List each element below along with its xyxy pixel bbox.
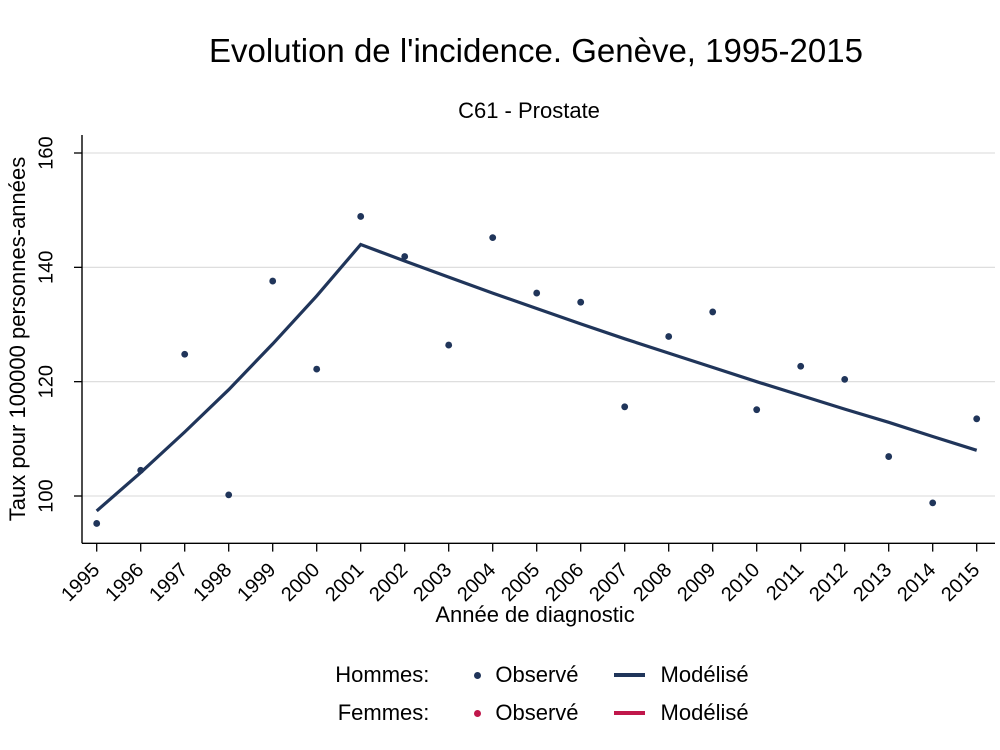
observed-point-2001 bbox=[357, 213, 365, 220]
observed-point-2000 bbox=[313, 365, 321, 373]
legend-row-femmes: Femmes: Observé Modélisé bbox=[317, 694, 749, 732]
x-tick-label-2010: 2010 bbox=[717, 559, 764, 606]
legend-label-femmes: Femmes: bbox=[337, 700, 430, 725]
legend: Hommes: Observé Modélisé Femmes: Observé… bbox=[66, 656, 1000, 732]
observed-point-1999 bbox=[269, 277, 277, 285]
observed-point-2006 bbox=[577, 298, 585, 306]
observed-point-2013 bbox=[885, 453, 893, 460]
y-tick-label-100: 100 bbox=[36, 479, 58, 512]
observed-point-2003 bbox=[445, 341, 453, 349]
x-tick-label-1995: 1995 bbox=[57, 559, 104, 606]
observed-point-1997 bbox=[181, 350, 189, 358]
observed-point-2009 bbox=[709, 308, 717, 316]
observed-point-2008 bbox=[665, 333, 673, 340]
x-tick-label-2015: 2015 bbox=[937, 559, 984, 606]
observed-point-2005 bbox=[533, 289, 541, 297]
legend-entry-hommes-model: Modélisé bbox=[660, 662, 749, 687]
observed-point-2014 bbox=[929, 499, 937, 507]
x-tick-label-2011: 2011 bbox=[762, 559, 808, 605]
legend-row-hommes: Hommes: Observé Modélisé bbox=[317, 656, 748, 694]
legend-entry-femmes-model: Modélisé bbox=[660, 700, 749, 725]
legend-model-line-icon-femmes bbox=[613, 711, 645, 715]
legend-model-line-icon-hommes bbox=[613, 673, 645, 677]
x-tick-label-1997: 1997 bbox=[145, 559, 192, 606]
legend-entry-hommes-observed: Observé bbox=[495, 662, 579, 687]
observed-point-1995 bbox=[93, 520, 101, 527]
model-line-hommes-mod-lis- bbox=[95, 242, 978, 513]
x-tick-label-2005: 2005 bbox=[497, 559, 544, 606]
x-tick-label-2000: 2000 bbox=[277, 559, 324, 606]
x-tick-label-2009: 2009 bbox=[673, 559, 720, 606]
y-tick-label-160: 160 bbox=[36, 136, 58, 169]
x-tick-label-2014: 2014 bbox=[893, 559, 940, 606]
x-tick-label-2006: 2006 bbox=[541, 559, 588, 606]
x-tick-label-2012: 2012 bbox=[805, 559, 852, 606]
x-axis-title: Année de diagnostic bbox=[435, 602, 635, 627]
legend-entry-femmes-observed: Observé bbox=[495, 700, 579, 725]
observed-point-2004 bbox=[489, 234, 497, 242]
observed-point-2011 bbox=[797, 362, 805, 370]
legend-label-hommes: Hommes: bbox=[335, 662, 430, 687]
x-tick-label-2003: 2003 bbox=[409, 559, 456, 606]
x-tick-label-2007: 2007 bbox=[585, 559, 632, 606]
x-tick-label-2013: 2013 bbox=[849, 559, 896, 606]
y-tick-label-120: 120 bbox=[36, 365, 58, 398]
x-tick-label-1996: 1996 bbox=[101, 559, 148, 606]
chart-title: Evolution de l'incidence. Genève, 1995-2… bbox=[209, 32, 863, 69]
x-tick-label-2008: 2008 bbox=[629, 559, 676, 606]
x-tick-label-2002: 2002 bbox=[365, 559, 412, 606]
y-tick-label-140: 140 bbox=[36, 251, 58, 284]
x-tick-label-2001: 2001 bbox=[321, 559, 368, 606]
observed-point-2012 bbox=[841, 375, 849, 383]
x-tick-label-2004: 2004 bbox=[453, 559, 500, 606]
observed-point-2002 bbox=[401, 253, 409, 260]
y-axis-title: Taux pour 100000 personnes-années bbox=[5, 157, 30, 522]
legend-observed-dot-icon-femmes bbox=[474, 709, 482, 717]
chart-subtitle: C61 - Prostate bbox=[458, 98, 600, 123]
observed-point-1998 bbox=[225, 491, 233, 499]
observed-point-2010 bbox=[753, 406, 761, 414]
observed-point-2007 bbox=[621, 403, 629, 411]
x-tick-label-1998: 1998 bbox=[189, 559, 236, 606]
legend-observed-dot-icon-hommes bbox=[474, 671, 482, 679]
observed-point-2015 bbox=[973, 415, 981, 423]
x-tick-label-1999: 1999 bbox=[233, 559, 280, 606]
